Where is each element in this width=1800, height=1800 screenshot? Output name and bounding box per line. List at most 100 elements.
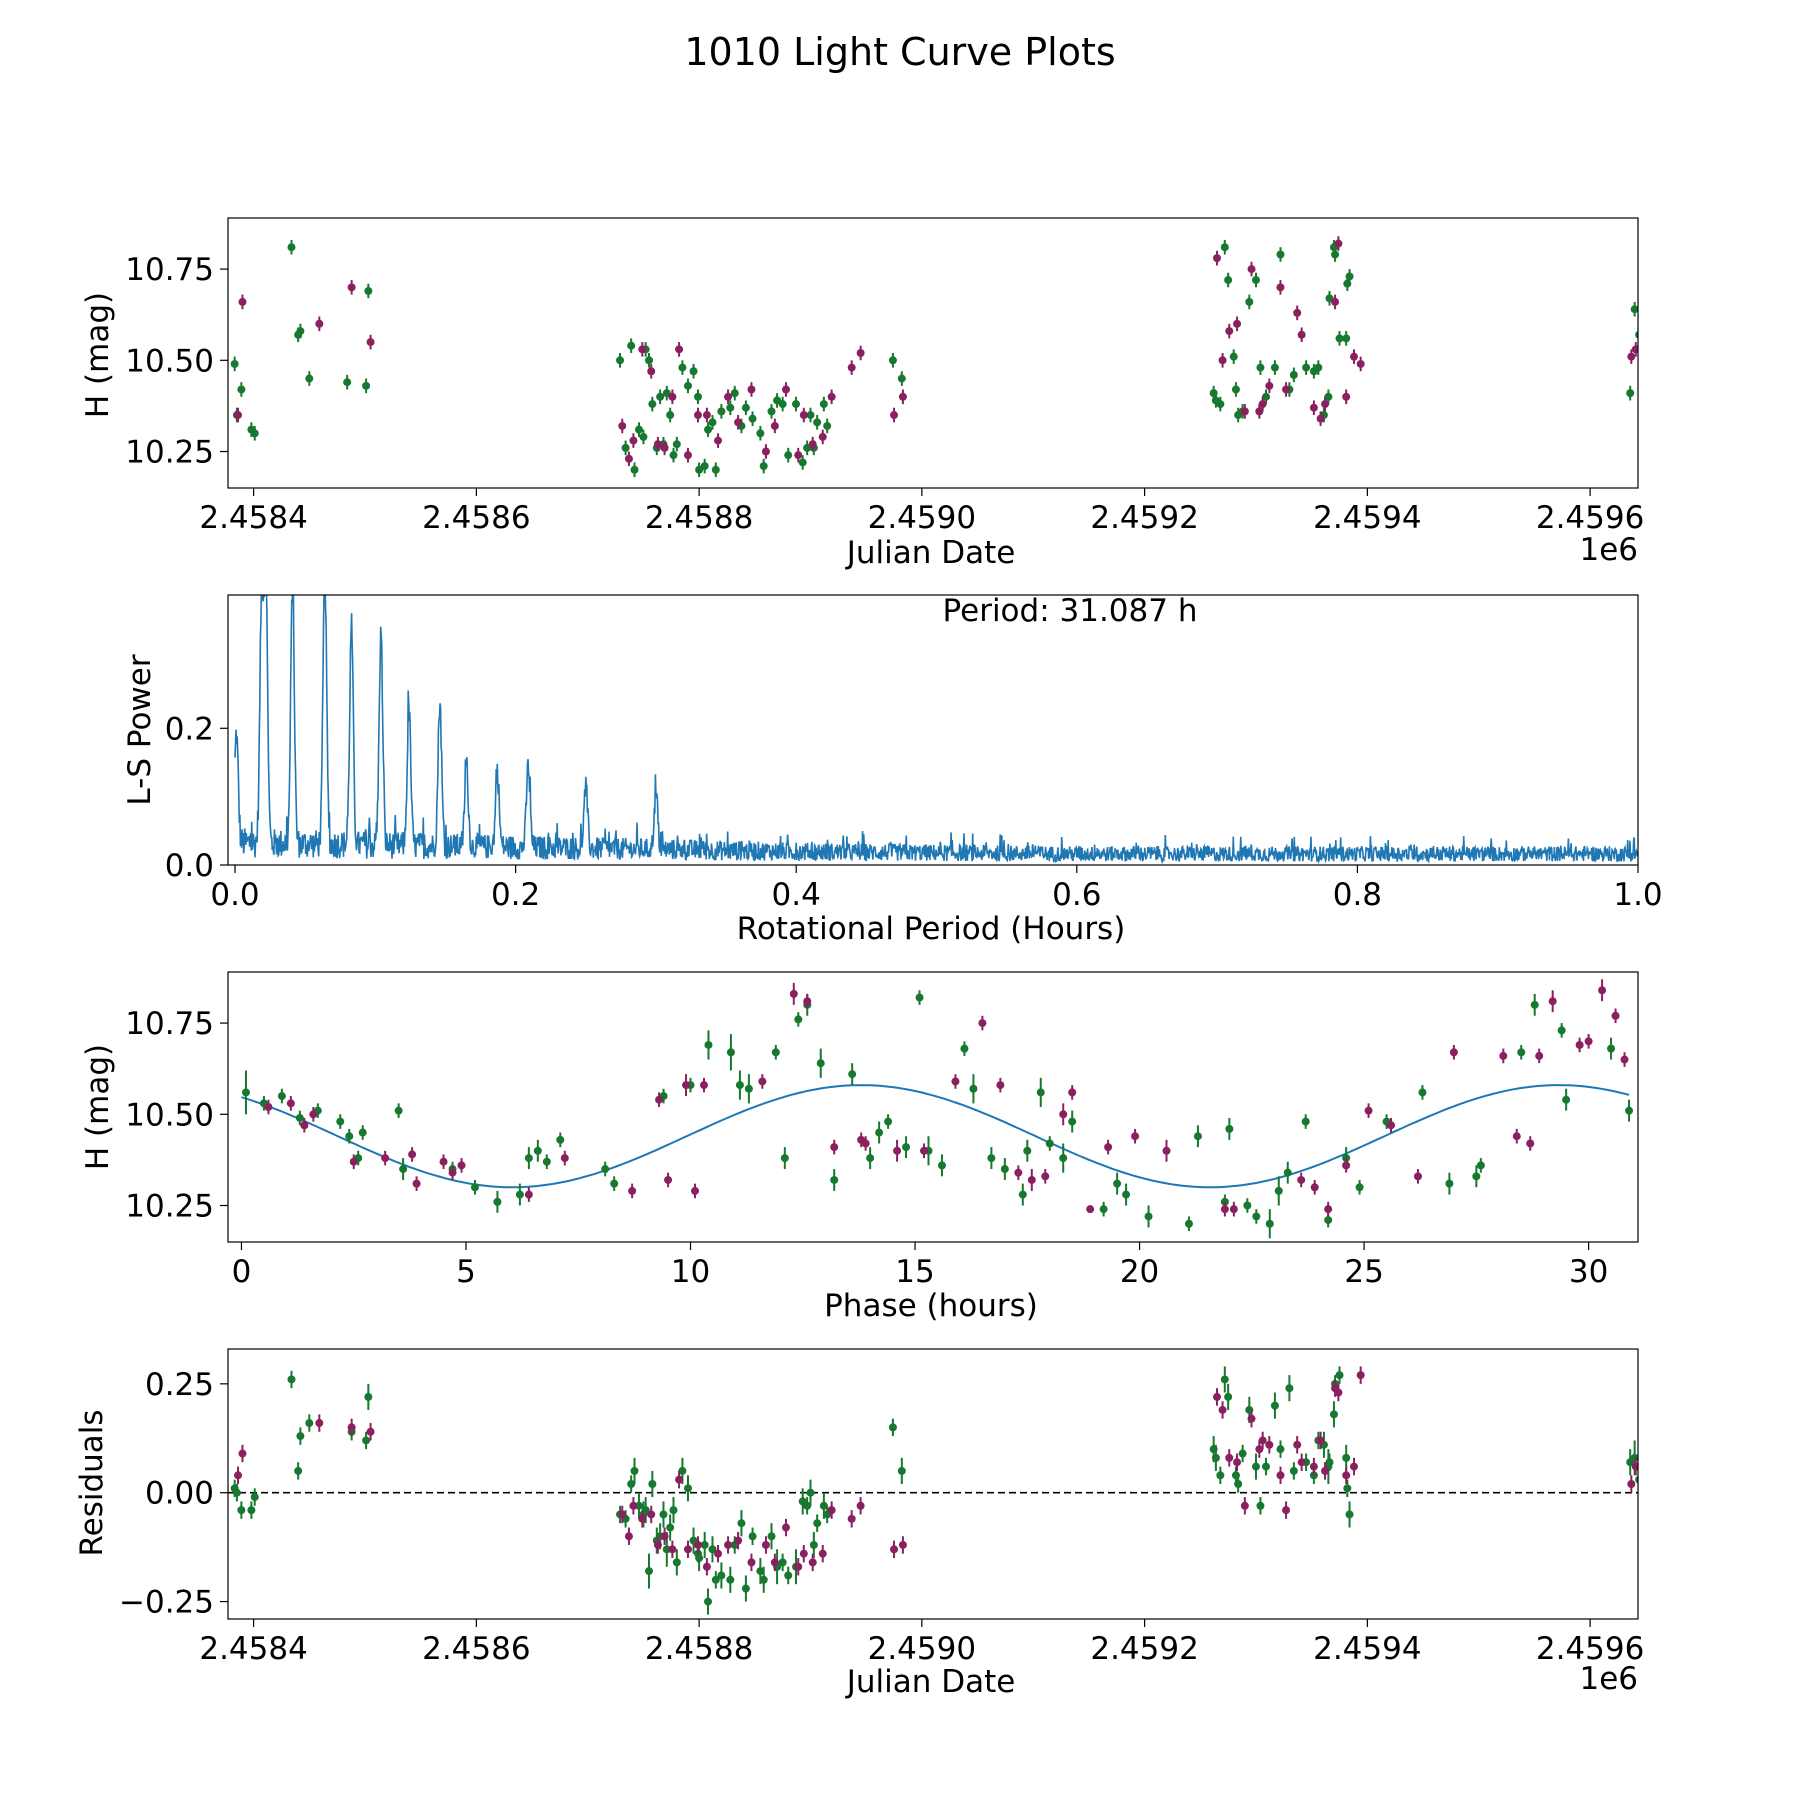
data-point: [610, 1179, 619, 1188]
data-point: [237, 1506, 246, 1515]
data-point: [803, 997, 812, 1006]
data-point: [699, 1081, 708, 1090]
data-point: [1220, 243, 1229, 252]
data-point: [823, 421, 832, 430]
data-point: [668, 392, 677, 401]
data-point: [668, 1545, 677, 1554]
data-point: [1193, 1132, 1202, 1141]
data-point: [866, 1154, 875, 1163]
data-point: [683, 451, 692, 460]
data-point: [1240, 1501, 1249, 1510]
data-point: [1611, 1011, 1620, 1020]
data-point: [364, 1392, 373, 1401]
data-point: [664, 1175, 673, 1184]
panel1-frame: [227, 217, 1639, 489]
data-point: [349, 1157, 358, 1166]
data-point: [634, 425, 643, 434]
data-point: [1247, 1414, 1256, 1423]
data-point: [366, 338, 375, 347]
data-point: [1068, 1117, 1077, 1126]
data-point: [897, 1466, 906, 1475]
data-point: [381, 1154, 390, 1163]
data-point: [1162, 1146, 1171, 1155]
panel2-xlabel: Rotational Period (Hours): [737, 911, 1126, 947]
data-point: [827, 1506, 836, 1515]
data-point: [1131, 1132, 1140, 1141]
data-point: [1014, 1168, 1023, 1177]
data-point: [470, 1183, 479, 1192]
panel2-axes: 0.0 0.2 0.4 0.6 0.8 1.0 0.0 0.2: [165, 711, 1663, 913]
data-point: [1216, 1471, 1225, 1480]
data-point: [806, 1488, 815, 1497]
data-point: [767, 407, 776, 416]
data-point: [794, 1015, 803, 1024]
data-point: [1316, 414, 1325, 423]
x-tick-label: 0.4: [772, 877, 821, 913]
data-point: [315, 1419, 324, 1428]
data-point: [724, 1540, 733, 1549]
data-point: [798, 458, 807, 467]
data-point: [1562, 1095, 1571, 1104]
data-point: [666, 411, 675, 420]
data-point: [616, 356, 625, 365]
data-point: [856, 349, 865, 357]
x-tick-label: 2.4596: [1536, 1631, 1644, 1667]
data-point: [1276, 1471, 1285, 1480]
data-point: [639, 432, 648, 441]
data-point: [969, 1084, 978, 1093]
data-point: [708, 1545, 717, 1554]
data-point: [678, 1466, 687, 1475]
data-point: [813, 418, 822, 427]
panel2-ylabel: L-S Power: [122, 654, 158, 805]
data-point: [1324, 1205, 1333, 1214]
data-point: [1258, 1436, 1267, 1445]
data-point: [726, 1575, 735, 1584]
data-point: [1387, 1121, 1396, 1130]
data-point: [1265, 1440, 1274, 1449]
data-point: [1285, 1384, 1294, 1393]
panel1-xlabel: Julian Date: [845, 535, 1016, 571]
data-point: [1233, 1458, 1242, 1467]
data-point: [813, 1519, 822, 1528]
data-point: [711, 1575, 720, 1584]
data-point: [761, 447, 770, 456]
data-point: [717, 407, 726, 416]
data-point: [560, 1154, 569, 1163]
y-tick-label: 10.50: [125, 1097, 214, 1133]
data-point: [761, 1540, 770, 1549]
data-point: [1418, 1088, 1427, 1097]
data-point: [778, 400, 787, 409]
data-point: [1631, 345, 1638, 354]
data-point: [1276, 250, 1285, 259]
data-point: [524, 1190, 533, 1199]
data-point: [1620, 1055, 1629, 1064]
data-point: [1342, 1453, 1351, 1462]
data-point: [394, 1106, 403, 1115]
data-point: [264, 1103, 273, 1111]
data-point: [717, 1571, 726, 1580]
data-point: [1184, 1219, 1193, 1228]
data-point: [1255, 1445, 1264, 1454]
data-point: [1635, 330, 1638, 339]
x-tick-label: 20: [1120, 1254, 1159, 1290]
x-tick-label: 5: [456, 1254, 476, 1290]
data-point: [1023, 1146, 1032, 1155]
data-point: [1274, 1186, 1283, 1195]
data-point: [1324, 392, 1333, 401]
data-point: [780, 1154, 789, 1163]
data-point: [647, 367, 656, 376]
data-point: [1225, 1453, 1234, 1462]
panel3-points: [241, 979, 1634, 1239]
data-point: [1329, 1410, 1338, 1419]
data-point: [641, 1506, 650, 1515]
data-point: [624, 454, 633, 463]
panel3-frame: [227, 971, 1639, 1243]
y-tick-label: 0.25: [145, 1367, 214, 1403]
data-point: [358, 1128, 367, 1137]
data-point: [1345, 1510, 1354, 1519]
data-point: [287, 243, 296, 252]
plot-area: 2.4584 2.4586 2.4588 2.4590 2.4592 2.4594 2.45…: [119, 217, 1663, 1667]
data-point: [648, 1480, 657, 1488]
data-point: [1630, 305, 1638, 314]
data-point: [655, 1095, 664, 1104]
